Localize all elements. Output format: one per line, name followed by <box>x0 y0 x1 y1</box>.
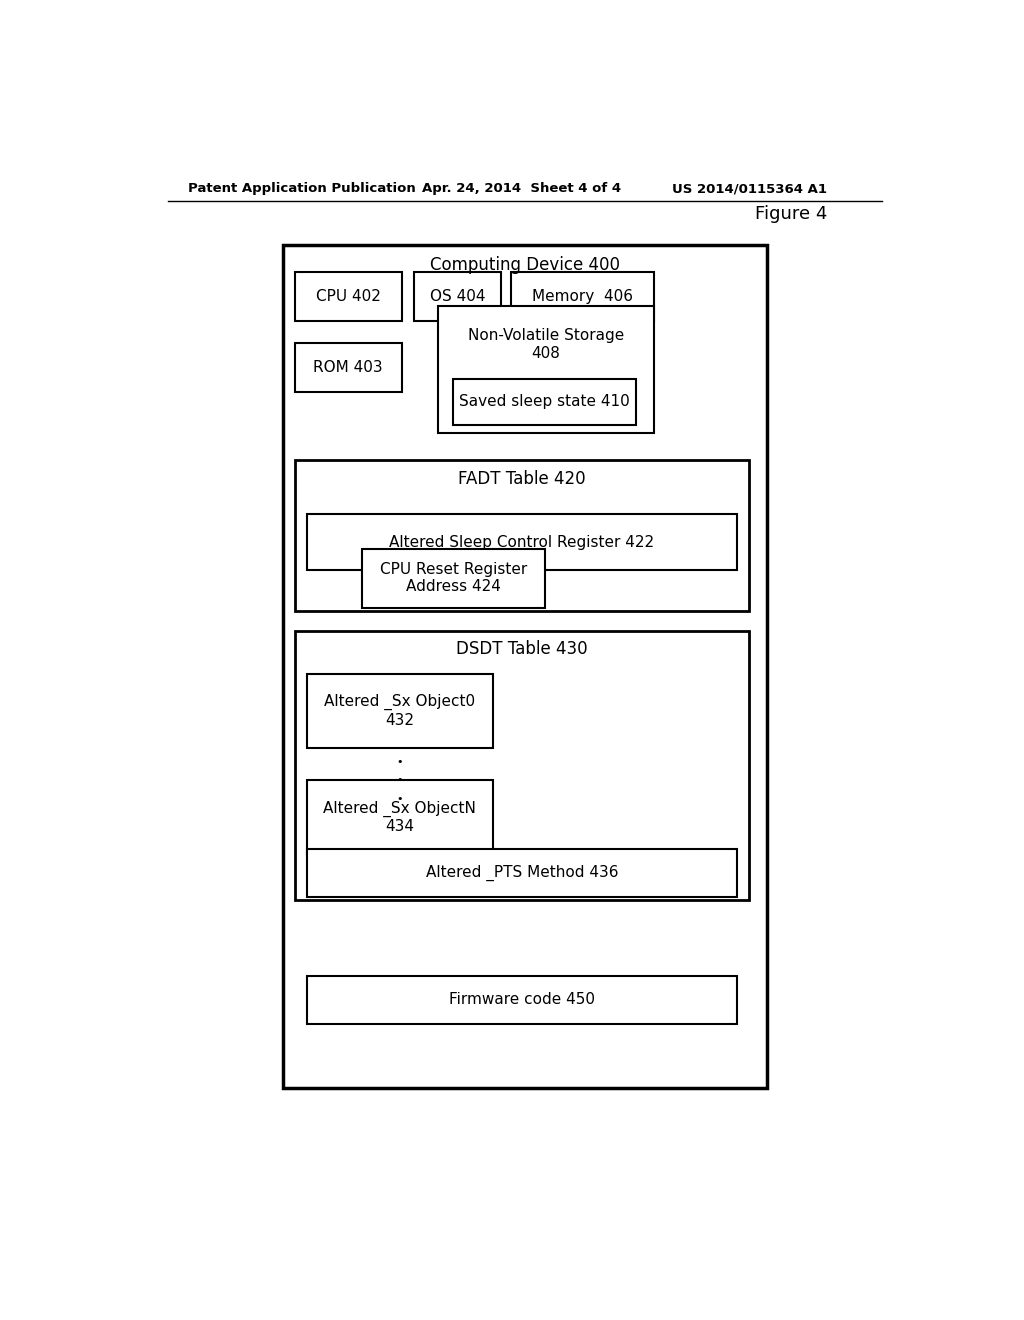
FancyBboxPatch shape <box>306 780 494 854</box>
Text: Firmware code 450: Firmware code 450 <box>449 993 595 1007</box>
Text: Computing Device 400: Computing Device 400 <box>430 256 620 275</box>
FancyBboxPatch shape <box>295 461 750 611</box>
Text: Altered _Sx ObjectN
434: Altered _Sx ObjectN 434 <box>324 801 476 834</box>
FancyBboxPatch shape <box>283 244 767 1089</box>
Text: Apr. 24, 2014  Sheet 4 of 4: Apr. 24, 2014 Sheet 4 of 4 <box>422 182 621 195</box>
Text: Memory  406: Memory 406 <box>532 289 633 304</box>
Text: Altered Sleep Control Register 422: Altered Sleep Control Register 422 <box>389 535 654 549</box>
Text: Non-Volatile Storage
408: Non-Volatile Storage 408 <box>468 329 624 360</box>
FancyBboxPatch shape <box>295 631 750 900</box>
FancyBboxPatch shape <box>306 515 737 570</box>
Text: •: • <box>396 775 402 785</box>
Text: OS 404: OS 404 <box>430 289 485 304</box>
Text: Figure 4: Figure 4 <box>755 206 827 223</box>
Text: Saved sleep state 410: Saved sleep state 410 <box>460 395 630 409</box>
Text: •: • <box>396 758 402 767</box>
FancyBboxPatch shape <box>414 272 501 321</box>
FancyBboxPatch shape <box>295 272 401 321</box>
Text: FADT Table 420: FADT Table 420 <box>458 470 586 487</box>
FancyBboxPatch shape <box>306 849 737 898</box>
FancyBboxPatch shape <box>306 975 737 1024</box>
FancyBboxPatch shape <box>511 272 654 321</box>
FancyBboxPatch shape <box>295 343 401 392</box>
Text: CPU Reset Register
Address 424: CPU Reset Register Address 424 <box>380 562 527 594</box>
Text: Altered _PTS Method 436: Altered _PTS Method 436 <box>426 865 618 880</box>
Text: ROM 403: ROM 403 <box>313 360 383 375</box>
FancyBboxPatch shape <box>362 549 545 607</box>
FancyBboxPatch shape <box>306 673 494 748</box>
Text: DSDT Table 430: DSDT Table 430 <box>457 640 588 659</box>
FancyBboxPatch shape <box>454 379 636 425</box>
Text: Patent Application Publication: Patent Application Publication <box>187 182 416 195</box>
Text: •: • <box>396 793 402 804</box>
Text: US 2014/0115364 A1: US 2014/0115364 A1 <box>672 182 826 195</box>
Text: Altered _Sx Object0
432: Altered _Sx Object0 432 <box>325 694 475 727</box>
Text: CPU 402: CPU 402 <box>315 289 381 304</box>
FancyBboxPatch shape <box>437 306 654 433</box>
